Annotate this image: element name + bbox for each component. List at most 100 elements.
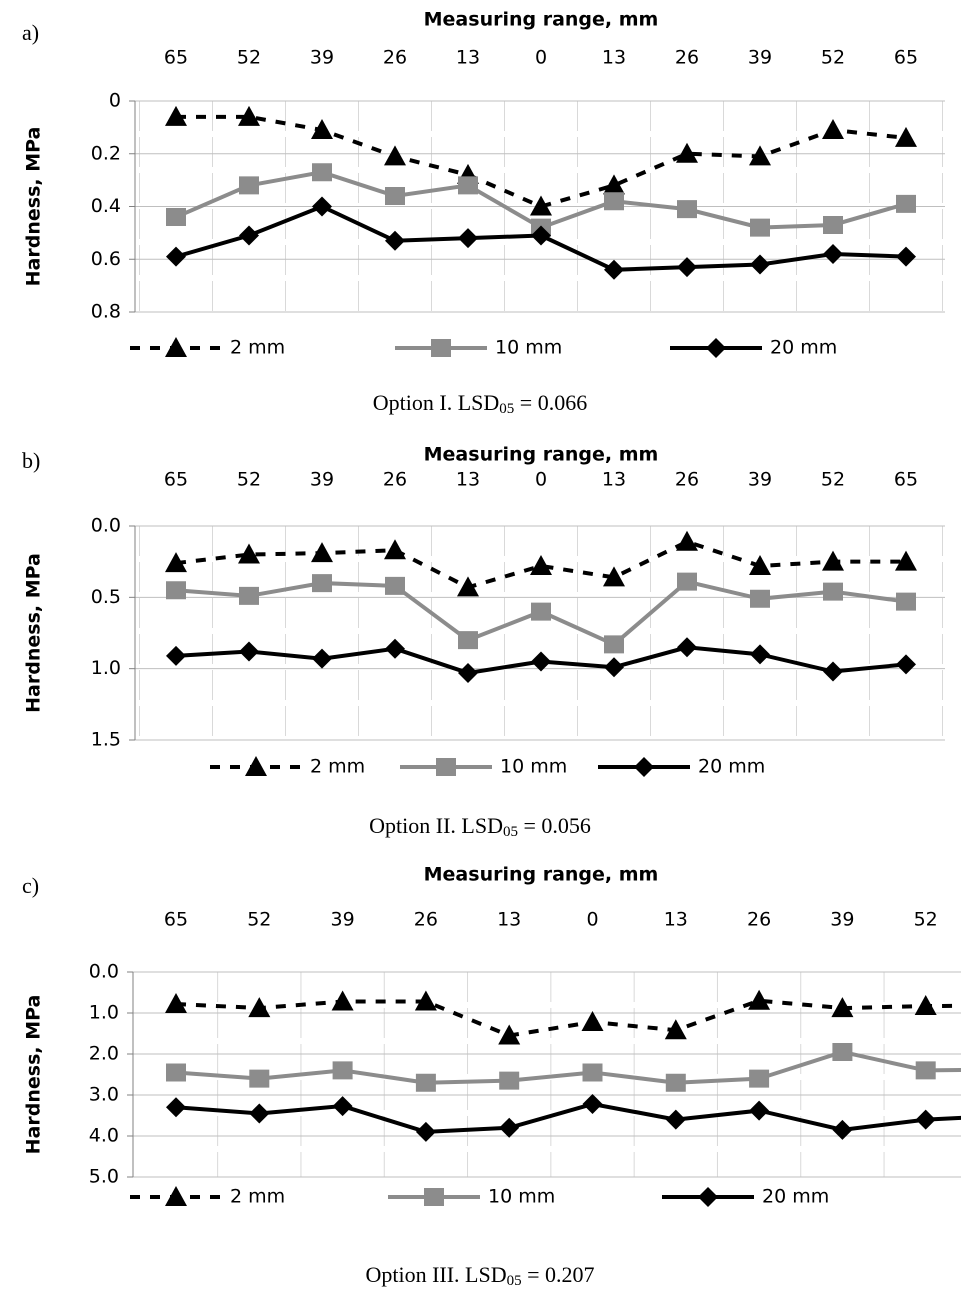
data-point <box>312 163 332 182</box>
data-point <box>915 1061 936 1080</box>
data-point <box>458 631 478 650</box>
x-tick-label: 39 <box>830 909 854 931</box>
data-point <box>531 602 551 621</box>
panel-label: a) <box>22 20 39 45</box>
data-point <box>895 126 917 147</box>
data-point <box>530 554 552 575</box>
caption-part: = 0.066 <box>514 390 587 415</box>
data-point <box>457 576 479 597</box>
legend-marker <box>424 1188 444 1206</box>
y-tick-label: 2.0 <box>89 1043 119 1065</box>
x-tick-label: 65 <box>894 47 918 69</box>
data-point <box>498 1024 521 1045</box>
panel-label: c) <box>22 873 39 898</box>
x-tick-label: 39 <box>748 469 772 491</box>
data-point <box>915 1109 936 1130</box>
data-point <box>239 225 259 246</box>
panel-label: b) <box>22 448 40 473</box>
data-point <box>166 208 186 227</box>
data-point <box>312 648 332 669</box>
data-point <box>665 1073 686 1092</box>
x-tick-label: 13 <box>602 47 626 69</box>
data-point <box>896 654 916 675</box>
legend-label: 20 mm <box>762 1186 829 1208</box>
data-point <box>676 530 698 551</box>
y-tick-label: 0.2 <box>91 142 121 164</box>
data-point <box>582 1094 603 1115</box>
data-point <box>603 566 625 587</box>
x-tick-label: 13 <box>664 909 688 931</box>
caption-part: Option III. LSD <box>365 1262 506 1287</box>
data-point <box>896 246 916 267</box>
data-point <box>749 1069 770 1088</box>
y-tick-label: 4.0 <box>89 1125 119 1147</box>
x-tick-label: 26 <box>675 469 699 491</box>
y-tick-label: 0.6 <box>91 248 121 270</box>
axis-title: Measuring range, mm <box>424 444 659 466</box>
data-point <box>530 195 552 216</box>
legend-label: 2 mm <box>230 337 285 359</box>
data-point <box>414 990 437 1011</box>
x-tick-label: 65 <box>164 47 188 69</box>
x-tick-label: 52 <box>914 909 938 931</box>
x-tick-label: 0 <box>535 47 547 69</box>
data-point <box>311 542 333 563</box>
data-point <box>582 1063 603 1082</box>
legend-marker <box>706 338 726 358</box>
data-point <box>166 581 186 600</box>
x-tick-label: 65 <box>164 909 188 931</box>
data-point <box>749 145 771 166</box>
y-tick-label: 3.0 <box>89 1084 119 1106</box>
data-point <box>166 645 186 666</box>
axis-title: Measuring range, mm <box>424 864 659 886</box>
data-point <box>385 186 405 205</box>
y-axis-title: Hardness, MPa <box>23 127 45 287</box>
caption-part: 05 <box>507 1273 522 1289</box>
data-point <box>415 1073 436 1092</box>
x-tick-label: 52 <box>821 469 845 491</box>
data-point <box>896 592 916 611</box>
legend-marker <box>698 1187 718 1207</box>
data-point <box>832 1042 853 1061</box>
data-point <box>749 554 771 575</box>
data-point <box>604 192 624 211</box>
legend-label: 10 mm <box>488 1186 555 1208</box>
y-tick-label: 0.0 <box>89 961 119 983</box>
data-point <box>499 1071 520 1090</box>
data-point <box>312 196 332 217</box>
data-point <box>239 586 259 605</box>
x-tick-label: 65 <box>894 469 918 491</box>
data-point <box>458 228 478 249</box>
caption-part: Option II. LSD <box>369 813 503 838</box>
data-point <box>166 1097 186 1118</box>
data-point <box>822 550 844 571</box>
data-point <box>458 662 478 683</box>
data-point <box>896 194 916 213</box>
data-point <box>384 145 406 166</box>
data-point <box>604 635 624 654</box>
data-point <box>385 230 405 251</box>
data-point <box>895 550 917 571</box>
data-point <box>750 589 770 608</box>
y-tick-label: 0.5 <box>91 586 121 608</box>
x-tick-label: 0 <box>586 909 598 931</box>
x-tick-label: 65 <box>164 469 188 491</box>
x-tick-label: 13 <box>602 469 626 491</box>
y-tick-label: 0 <box>109 90 121 112</box>
data-point <box>676 142 698 163</box>
x-tick-label: 52 <box>821 47 845 69</box>
data-point <box>677 200 697 219</box>
data-point <box>823 582 843 601</box>
data-point <box>531 651 551 672</box>
data-point <box>166 246 186 267</box>
data-point <box>166 1063 186 1082</box>
y-axis-title: Hardness, MPa <box>23 995 45 1155</box>
x-tick-label: 39 <box>331 909 355 931</box>
legend-label: 10 mm <box>500 756 567 778</box>
x-tick-label: 13 <box>456 47 480 69</box>
data-point <box>664 1019 687 1040</box>
data-point <box>385 638 405 659</box>
legend-label: 2 mm <box>310 756 365 778</box>
caption-part: Option I. LSD <box>373 390 500 415</box>
